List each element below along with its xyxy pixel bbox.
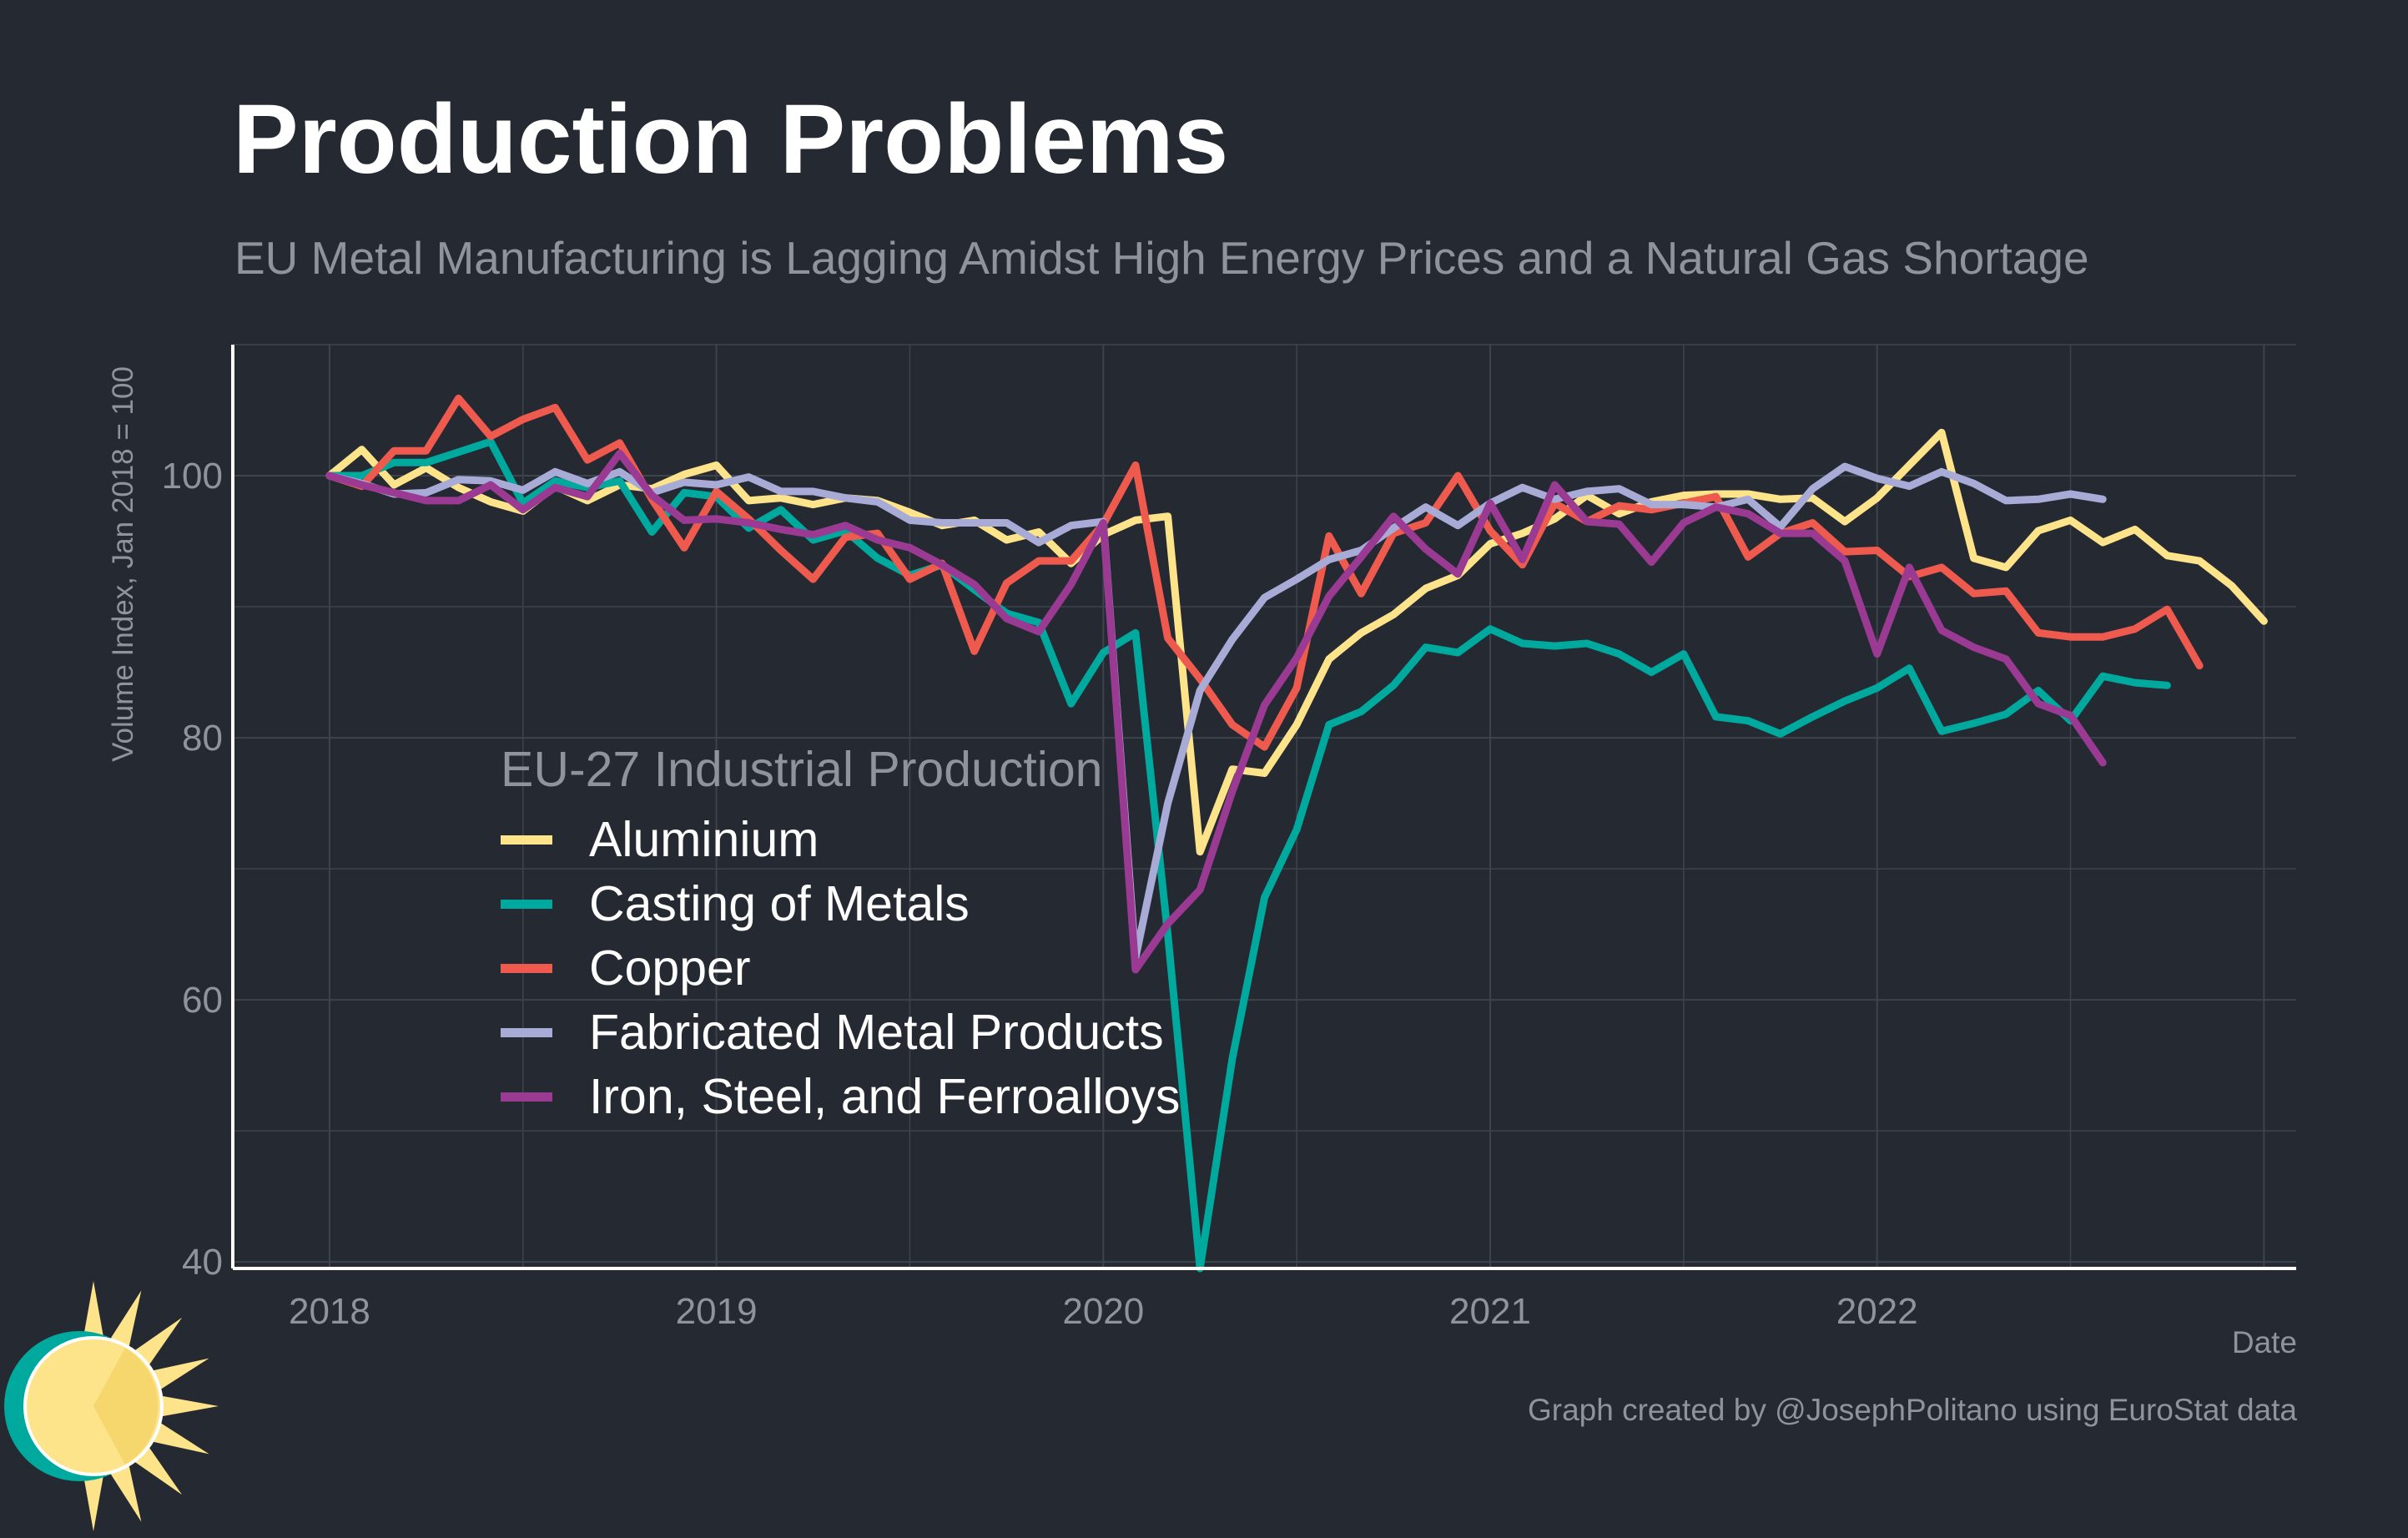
chart-subtitle: EU Metal Manufacturing is Lagging Amidst…: [234, 232, 2089, 284]
legend-item-fabricated-metal-products: Fabricated Metal Products: [501, 1001, 1180, 1065]
sun-ray-icon: [150, 1358, 209, 1391]
series-line-iron-steel-and-ferroalloys: [325, 449, 2107, 974]
x-tick-label: 2022: [1836, 1291, 1918, 1332]
x-tick-label: 2018: [289, 1291, 370, 1332]
series-line-casting-of-metals: [325, 437, 2171, 1273]
legend-item-iron-steel-ferroalloys: Iron, Steel, and Ferroalloys: [501, 1065, 1180, 1129]
y-tick-label: 100: [162, 456, 223, 497]
sun-ray-icon: [132, 1445, 183, 1495]
x-tick-label: 2021: [1449, 1291, 1531, 1332]
legend-item-aluminium: Aluminium: [501, 808, 1180, 872]
sun-logo-icon: [4, 1281, 219, 1531]
gridlines-minor: [233, 344, 2296, 1268]
legend-swatch: [501, 1028, 552, 1037]
legend-label: Fabricated Metal Products: [589, 1005, 1164, 1060]
legend-swatch: [501, 1092, 552, 1102]
y-tick-label: 80: [182, 718, 223, 759]
legend-item-casting-of-metals: Casting of Metals: [501, 872, 1180, 936]
series-line-fabricated-metal-products: [325, 462, 2107, 962]
legend-swatch: [501, 835, 552, 845]
legend-label: Aluminium: [589, 812, 819, 867]
chart-title: Production Problems: [233, 84, 1229, 194]
legend-title: EU-27 Industrial Production: [501, 742, 1103, 797]
sun-shade-icon: [93, 1348, 159, 1465]
y-axis-title: Volume Index, Jan 2018 = 100: [107, 366, 139, 762]
sun-ray-icon: [159, 1395, 219, 1417]
series-layer: [325, 394, 2268, 1273]
legend-swatch: [501, 900, 552, 909]
x-axis-title: Date: [2231, 1325, 2297, 1359]
legend-label: Copper: [589, 940, 751, 996]
y-tick-label: 40: [182, 1242, 223, 1283]
x-tick-label: 2020: [1062, 1291, 1144, 1332]
sun-ray-icon: [108, 1463, 142, 1522]
sun-ray-icon: [108, 1290, 142, 1349]
y-tick-label: 60: [182, 980, 223, 1021]
source-caption: Graph created by @JosephPolitano using E…: [1527, 1393, 2297, 1427]
axes: [231, 345, 2296, 1270]
legend-swatch: [501, 964, 552, 973]
legend-label: Casting of Metals: [589, 876, 970, 931]
sun-ray-icon: [132, 1317, 183, 1368]
legend: EU-27 Industrial Production Aluminium Ca…: [501, 745, 1180, 1129]
legend-label: Iron, Steel, and Ferroalloys: [589, 1069, 1181, 1124]
tick-labels: 40 60 80 100 2018 2019 2020 2021 2022: [162, 456, 1918, 1332]
sun-ray-icon: [150, 1421, 209, 1455]
sun-ray-icon: [83, 1281, 104, 1340]
x-tick-label: 2019: [676, 1291, 758, 1332]
legend-item-copper: Copper: [501, 936, 1180, 1001]
sun-rays-icon: [83, 1281, 219, 1531]
sun-ray-icon: [83, 1472, 104, 1531]
